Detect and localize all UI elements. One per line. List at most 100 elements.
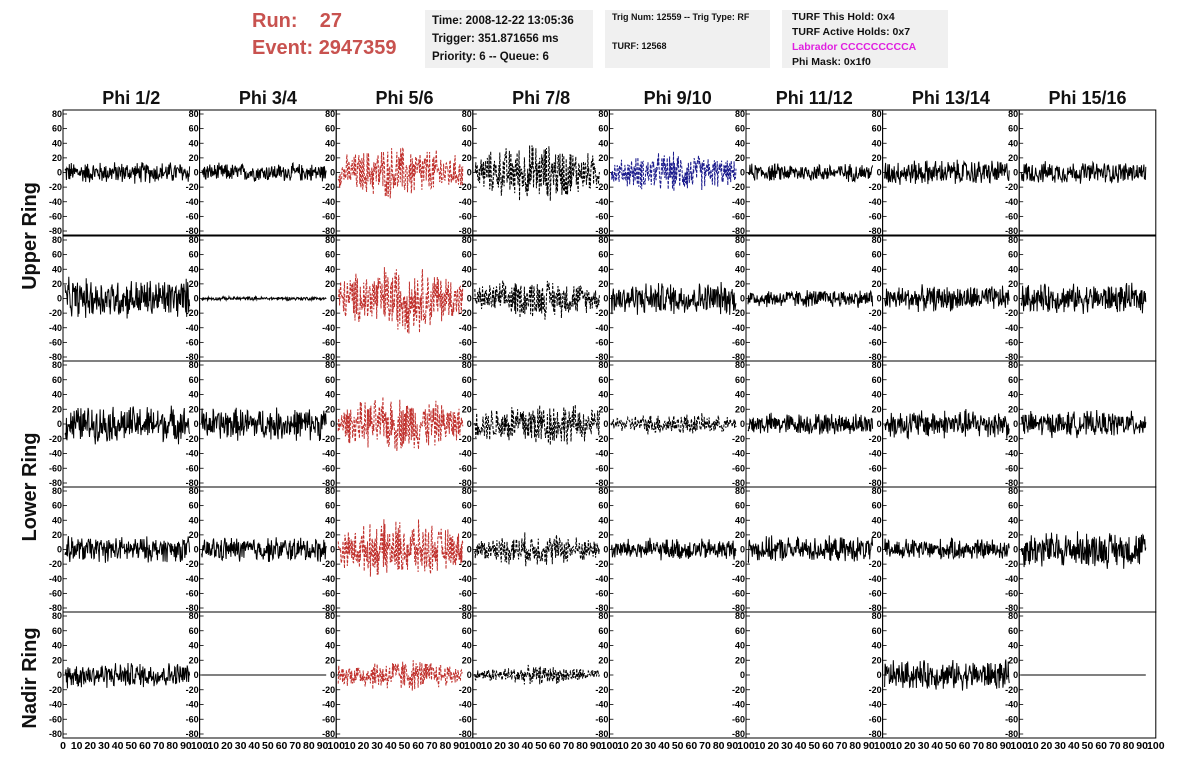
y-tick-label: 20 (462, 153, 472, 163)
y-tick-label: -80 (595, 478, 608, 488)
y-tick-label: -80 (49, 352, 62, 362)
y-tick-label: 80 (189, 109, 199, 119)
y-tick-label: 0 (877, 419, 882, 429)
y-tick-label: 60 (189, 124, 199, 134)
waveform-trace (64, 405, 191, 445)
y-tick-label: 60 (598, 124, 608, 134)
run-label: Run: (252, 10, 298, 32)
y-tick-label: 40 (598, 138, 608, 148)
y-tick-label: 0 (877, 670, 882, 680)
y-tick-label: 80 (52, 109, 62, 119)
x-tick-label: 40 (522, 740, 534, 752)
x-tick-label: 40 (1068, 740, 1080, 752)
y-tick-label: 0 (603, 168, 608, 178)
x-tick-label: 10 (207, 740, 219, 752)
x-tick-label: 100 (327, 740, 345, 752)
y-tick-label: 20 (325, 279, 335, 289)
x-tick-label: 60 (412, 740, 424, 752)
y-tick-label: 80 (735, 235, 745, 245)
y-tick-label: -80 (186, 352, 199, 362)
column-title: Phi 5/6 (375, 88, 433, 108)
labrador-text: Labrador CCCCCCCCCA (792, 41, 917, 53)
y-tick-label: -20 (595, 559, 608, 569)
y-tick-label: 80 (872, 109, 882, 119)
x-tick-label: 50 (399, 740, 411, 752)
y-tick-label: -40 (459, 449, 472, 459)
x-tick-label: 30 (645, 740, 657, 752)
y-tick-label: 0 (57, 545, 62, 555)
y-tick-label: 80 (598, 109, 608, 119)
y-tick-label: 20 (1008, 404, 1018, 414)
y-tick-label: 60 (1008, 626, 1018, 636)
y-tick-label: -80 (459, 352, 472, 362)
x-tick-label: 90 (317, 740, 329, 752)
y-tick-label: 40 (325, 641, 335, 651)
y-tick-label: -60 (322, 588, 335, 598)
x-tick-label: 80 (576, 740, 588, 752)
y-tick-label: -60 (1005, 211, 1018, 221)
waveform-trace (337, 146, 464, 199)
x-tick-label: 80 (986, 740, 998, 752)
waveform-trace (64, 276, 191, 319)
y-tick-label: -20 (186, 559, 199, 569)
x-tick-label: 80 (849, 740, 861, 752)
y-tick-label: 80 (189, 486, 199, 496)
y-tick-label: -80 (1005, 603, 1018, 613)
y-tick-label: -20 (1005, 308, 1018, 318)
y-tick-label: 80 (735, 611, 745, 621)
waveform-trace (747, 412, 874, 435)
x-tick-label: 90 (726, 740, 738, 752)
y-tick-label: -80 (732, 352, 745, 362)
x-tick-label: 40 (248, 740, 260, 752)
y-tick-label: -40 (1005, 323, 1018, 333)
y-tick-label: -60 (49, 211, 62, 221)
y-tick-label: 40 (52, 515, 62, 525)
y-tick-label: -60 (49, 463, 62, 473)
y-tick-label: 80 (325, 109, 335, 119)
x-tick-label: 40 (112, 740, 124, 752)
y-tick-label: 0 (740, 294, 745, 304)
x-tick-label: 30 (781, 740, 793, 752)
y-tick-label: 20 (462, 655, 472, 665)
y-tick-label: 0 (194, 294, 199, 304)
y-tick-label: 0 (1013, 168, 1018, 178)
x-tick-label: 20 (904, 740, 916, 752)
y-tick-label: 0 (330, 168, 335, 178)
y-tick-label: 80 (189, 235, 199, 245)
y-tick-label: 20 (735, 279, 745, 289)
column-title: Phi 11/12 (776, 88, 853, 108)
y-tick-label: -80 (869, 603, 882, 613)
y-tick-label: 60 (462, 626, 472, 636)
y-tick-label: -60 (459, 714, 472, 724)
y-tick-label: -40 (595, 197, 608, 207)
y-tick-label: 20 (735, 530, 745, 540)
y-tick-label: 60 (189, 375, 199, 385)
y-tick-label: 60 (598, 250, 608, 260)
y-tick-label: 20 (52, 279, 62, 289)
y-tick-label: -40 (322, 574, 335, 584)
waveform-trace (64, 536, 191, 563)
y-tick-label: 80 (1008, 611, 1018, 621)
y-tick-label: 80 (189, 611, 199, 621)
y-tick-label: 60 (872, 375, 882, 385)
y-tick-label: 60 (735, 626, 745, 636)
waveform-trace (201, 161, 327, 182)
event-value: 2947359 (318, 37, 397, 59)
waveform-trace (610, 412, 737, 435)
y-tick-label: 80 (462, 486, 472, 496)
y-tick-label: -40 (1005, 574, 1018, 584)
y-tick-label: 0 (194, 419, 199, 429)
y-tick-label: -20 (322, 434, 335, 444)
y-tick-label: -60 (595, 588, 608, 598)
y-tick-label: -60 (186, 211, 199, 221)
y-tick-label: 80 (1008, 109, 1018, 119)
y-tick-label: -60 (732, 588, 745, 598)
y-tick-label: 0 (603, 670, 608, 680)
y-tick-label: -20 (49, 559, 62, 569)
x-tick-label: 10 (754, 740, 766, 752)
y-tick-label: 40 (1008, 515, 1018, 525)
y-tick-label: 40 (872, 390, 882, 400)
y-tick-label: -80 (186, 729, 199, 739)
x-tick-label: 30 (918, 740, 930, 752)
y-tick-label: -80 (459, 603, 472, 613)
